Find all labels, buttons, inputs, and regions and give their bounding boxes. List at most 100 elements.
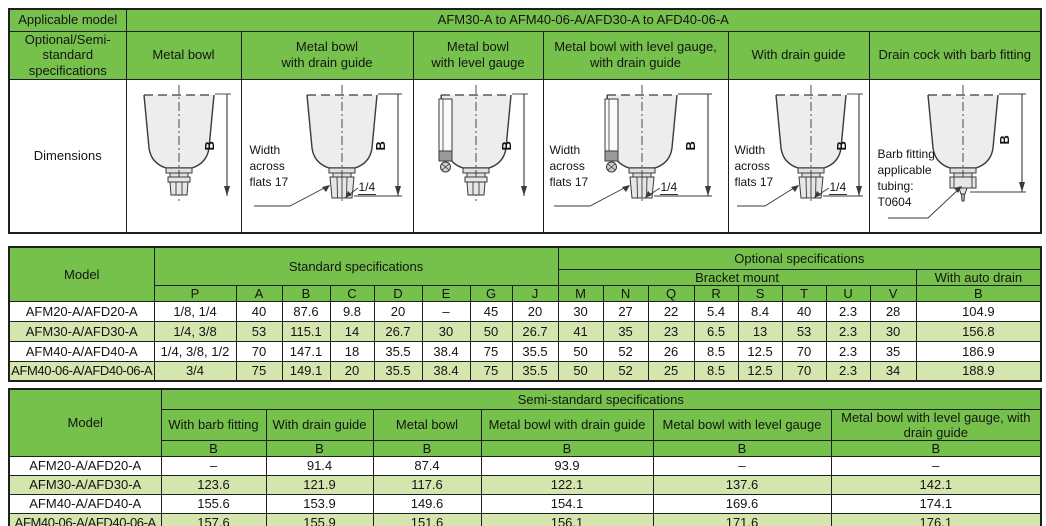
dimension-cell-metal-bowl-level-gauge: B bbox=[412, 78, 544, 234]
col-a: A bbox=[235, 284, 283, 302]
cell: 53 bbox=[781, 320, 827, 342]
cell: 38.4 bbox=[421, 360, 471, 382]
cell: 70 bbox=[781, 340, 827, 362]
col-r: R bbox=[693, 284, 739, 302]
cell: 25 bbox=[647, 360, 695, 382]
thread-size-label: 1/4 bbox=[828, 179, 848, 196]
col-with-drain-guide: With drain guide bbox=[265, 408, 374, 441]
thread-size-label: 1/4 bbox=[357, 179, 377, 196]
cell: 52 bbox=[602, 360, 649, 382]
auto-drain-header: With auto drain bbox=[915, 268, 1042, 286]
cell: 151.6 bbox=[372, 512, 482, 526]
sub-col-b: B bbox=[652, 439, 832, 457]
cell: 123.6 bbox=[160, 474, 267, 495]
dimension-cell-metal-bowl-level-gauge-drain-guide: Width across flats 17 1/4 B bbox=[542, 78, 729, 234]
cell: 30 bbox=[557, 300, 604, 322]
model-cell: AFM20-A/AFD20-A bbox=[8, 455, 162, 476]
cell: 149.6 bbox=[372, 493, 482, 514]
sub-col-b: B bbox=[372, 439, 482, 457]
cell: 93.9 bbox=[480, 455, 654, 476]
cell: 169.6 bbox=[652, 493, 832, 514]
cell: 176.1 bbox=[830, 512, 1042, 526]
with-drain-guide-drawing bbox=[736, 84, 863, 207]
cell: 30 bbox=[421, 320, 471, 342]
metal-bowl-level-gauge-drain-guide-drawing bbox=[553, 84, 712, 207]
cell: 53 bbox=[235, 320, 283, 342]
dimension-cell-metal-bowl-drain-guide: Width across flats 17 1/4 B bbox=[240, 78, 414, 234]
cell: 9.8 bbox=[329, 300, 375, 322]
cell: 171.6 bbox=[652, 512, 832, 526]
model-column-header: Model bbox=[8, 246, 155, 302]
cell: 137.6 bbox=[652, 474, 832, 495]
sub-col-b: B bbox=[265, 439, 374, 457]
cell: 156.8 bbox=[915, 320, 1042, 342]
col-auto-b: B bbox=[915, 284, 1042, 302]
spec-row-label: Optional/Semi-standard specifications bbox=[8, 30, 127, 80]
cell: 87.6 bbox=[281, 300, 331, 322]
cell: 3/4 bbox=[153, 360, 237, 382]
cell: 13 bbox=[737, 320, 783, 342]
cell: 153.9 bbox=[265, 493, 374, 514]
cell: 12.5 bbox=[737, 360, 783, 382]
standard-specifications-table: Model Standard specifications Optional s… bbox=[8, 246, 1043, 382]
cell: 174.1 bbox=[830, 493, 1042, 514]
cell: 41 bbox=[557, 320, 604, 342]
col-n: N bbox=[602, 284, 649, 302]
cell: 155.6 bbox=[160, 493, 267, 514]
column-header-with-drain-guide: With drain guide bbox=[727, 30, 870, 80]
col-t: T bbox=[781, 284, 827, 302]
column-header-metal-bowl-level-gauge-drain-guide: Metal bowl with level gauge, with drain … bbox=[542, 30, 729, 80]
dim-letter-b: B bbox=[996, 134, 1012, 145]
semi-standard-specifications-table: Model Semi-standard specifications With … bbox=[8, 388, 1043, 526]
cell: 8.4 bbox=[737, 300, 783, 322]
table-row: AFM40-06-A/AFD40-06-A 3/4 75 149.1 20 35… bbox=[8, 360, 1042, 382]
model-cell: AFM30-A/AFD30-A bbox=[8, 474, 162, 495]
cell: 6.5 bbox=[693, 320, 739, 342]
semi-standard-group-header: Semi-standard specifications bbox=[160, 388, 1042, 410]
cell: 45 bbox=[469, 300, 513, 322]
cell: 35.5 bbox=[511, 360, 559, 382]
thread-size-label: 1/4 bbox=[659, 179, 679, 196]
metal-bowl-level-gauge-drawing bbox=[438, 84, 528, 202]
model-cell: AFM20-A/AFD20-A bbox=[8, 300, 155, 322]
cell: 186.9 bbox=[915, 340, 1042, 362]
cell: 121.9 bbox=[265, 474, 374, 495]
cell: 26.7 bbox=[511, 320, 559, 342]
col-metal-bowl: Metal bowl bbox=[372, 408, 482, 441]
cell: 20 bbox=[511, 300, 559, 322]
dim-letter-b: B bbox=[201, 140, 217, 151]
barb-fitting-label: Barb fitting applicable tubing: T0604 bbox=[877, 146, 935, 210]
col-metal-bowl-level-gauge: Metal bowl with level gauge bbox=[652, 408, 832, 441]
col-m: M bbox=[557, 284, 604, 302]
cell: 35 bbox=[602, 320, 649, 342]
cell: 35.5 bbox=[373, 340, 423, 362]
cell: 35 bbox=[869, 340, 917, 362]
column-header-metal-bowl-level-gauge: Metal bowl with level gauge bbox=[412, 30, 544, 80]
bracket-mount-header: Bracket mount bbox=[557, 268, 917, 286]
optional-specs-group-header: Optional specifications bbox=[557, 246, 1042, 270]
cell: 75 bbox=[469, 360, 513, 382]
cell: 70 bbox=[781, 360, 827, 382]
col-metal-bowl-drain-guide: Metal bowl with drain guide bbox=[480, 408, 654, 441]
cell: – bbox=[652, 455, 832, 476]
dim-letter-b: B bbox=[498, 140, 514, 151]
cell: 1/8, 1/4 bbox=[153, 300, 237, 322]
cell: 156.1 bbox=[480, 512, 654, 526]
cell: 104.9 bbox=[915, 300, 1042, 322]
col-d: D bbox=[373, 284, 423, 302]
col-metal-bowl-level-gauge-drain-guide: Metal bowl with level gauge, with drain … bbox=[830, 408, 1042, 441]
col-q: Q bbox=[647, 284, 695, 302]
cell: 70 bbox=[235, 340, 283, 362]
table-row: AFM20-A/AFD20-A – 91.4 87.4 93.9 – – bbox=[8, 455, 1042, 476]
table-row: AFM30-A/AFD30-A 123.6 121.9 117.6 122.1 … bbox=[8, 474, 1042, 495]
table-row: AFM40-A/AFD40-A 1/4, 3/8, 1/2 70 147.1 1… bbox=[8, 340, 1042, 362]
cell: 30 bbox=[869, 320, 917, 342]
width-across-flats-label: Width across flats 17 bbox=[734, 142, 774, 190]
cell: 2.3 bbox=[825, 360, 871, 382]
cell: 91.4 bbox=[265, 455, 374, 476]
cell: 28 bbox=[869, 300, 917, 322]
sub-col-b: B bbox=[480, 439, 654, 457]
cell: 149.1 bbox=[281, 360, 331, 382]
cell: 23 bbox=[647, 320, 695, 342]
